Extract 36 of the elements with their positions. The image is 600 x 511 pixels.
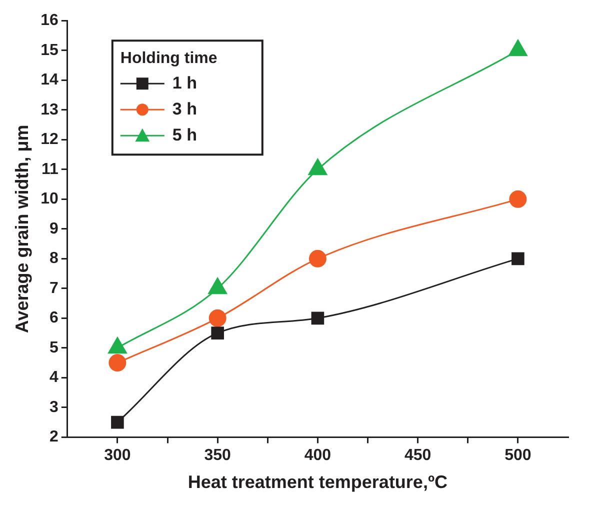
y-tick-label: 5 [49,339,58,356]
y-tick-label: 2 [49,428,58,446]
x-tick-label: 400 [304,447,332,464]
point [108,354,126,372]
legend-label: 5 h [172,125,197,144]
y-tick-label: 15 [40,42,58,59]
x-axis-title: Heat treatment temperature,ºC [188,472,448,492]
y-tick-label: 7 [49,280,58,297]
y-tick-label: 6 [49,310,58,327]
point [308,158,328,176]
y-tick-label: 8 [49,250,58,268]
y-axis-title: Average grain width, μm [12,124,32,334]
x-tick-label: 500 [504,447,532,464]
x-tick-label: 300 [104,447,131,464]
y-tick-label: 3 [49,398,58,416]
point [211,326,224,340]
point [509,190,527,208]
y-tick-label: 11 [41,160,58,178]
legend-title: Holding time [120,50,218,68]
point [508,40,528,56]
y-tick-label: 14 [40,72,58,89]
y-tick-label: 4 [49,369,58,386]
y-tick-label: 13 [40,101,58,118]
x-tick-label: 450 [404,447,432,464]
point [208,309,226,327]
y-tick-label: 9 [49,220,58,238]
x-tick-label: 350 [204,447,232,464]
point [512,252,524,266]
legend-label: 1 h [172,73,197,92]
legend-label: 3 h [172,99,197,118]
point [111,416,124,429]
y-tick-label: 10 [40,190,58,208]
y-tick-label: 12 [40,131,58,148]
point [308,250,326,268]
point [311,312,324,325]
y-tick-label: 16 [40,12,58,30]
